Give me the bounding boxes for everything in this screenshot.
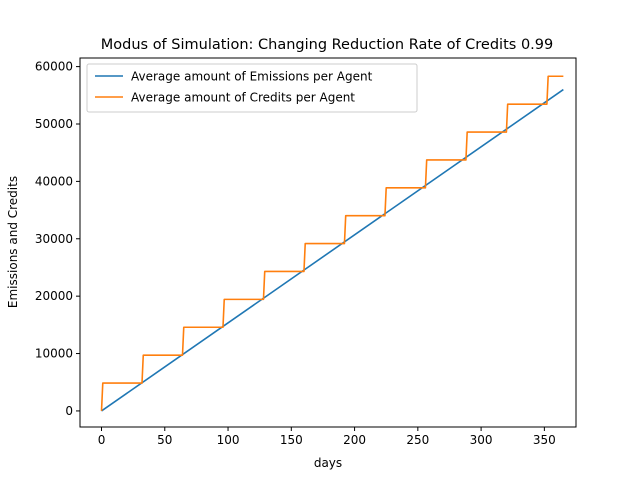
legend: Average amount of Emissions per Agent Av… (86, 63, 418, 113)
y-tick-label: 20000 (35, 289, 73, 303)
legend-label-emissions: Average amount of Emissions per Agent (131, 70, 373, 84)
y-tick-label: 40000 (35, 174, 73, 188)
series-layer (100, 75, 564, 412)
series-line-1 (100, 75, 564, 411)
y-tick-label: 10000 (35, 347, 73, 361)
legend-box (86, 63, 418, 113)
x-axis: 0 50 100 150 200 250 300 350 (98, 427, 556, 447)
x-tick-label: 150 (280, 433, 303, 447)
y-axis: 0 10000 20000 30000 40000 50000 60000 (35, 60, 80, 418)
x-tick-label: 250 (406, 433, 429, 447)
x-tick-label: 0 (98, 433, 106, 447)
x-tick-label: 200 (343, 433, 366, 447)
x-axis-label: days (314, 456, 342, 470)
chart-title: Modus of Simulation: Changing Reduction … (101, 37, 553, 53)
x-tick-label: 300 (470, 433, 493, 447)
axes-frame (79, 57, 577, 428)
x-tick-label: 350 (533, 433, 556, 447)
x-tick-label: 50 (157, 433, 172, 447)
x-tick-label: 100 (217, 433, 240, 447)
y-tick-label: 60000 (35, 60, 73, 74)
y-axis-label: Emissions and Credits (6, 176, 20, 308)
y-tick-label: 0 (65, 404, 73, 418)
legend-label-credits: Average amount of Credits per Agent (131, 91, 355, 105)
y-tick-label: 50000 (35, 117, 73, 131)
series-line-0 (101, 88, 564, 412)
y-tick-label: 30000 (35, 232, 73, 246)
plot-area (79, 57, 577, 428)
